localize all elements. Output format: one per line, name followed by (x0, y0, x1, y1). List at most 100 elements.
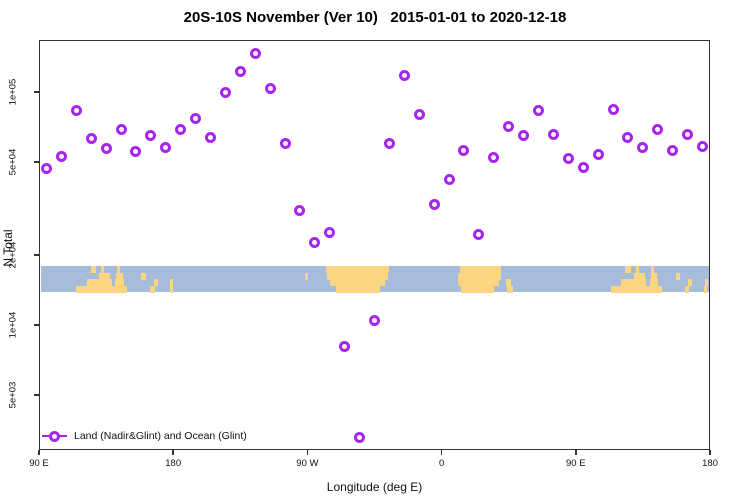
land-patch (649, 279, 659, 287)
data-point (354, 431, 366, 443)
data-point (55, 150, 67, 162)
x-axis-tick (575, 450, 577, 455)
plot-frame (39, 40, 710, 450)
data-point (264, 82, 276, 94)
land-patch (141, 272, 146, 280)
land-patch (650, 272, 658, 280)
data-point (562, 152, 574, 164)
chart-title: 20S-10S November (Ver 10) 2015-01-01 to … (183, 9, 567, 26)
legend-marker-icon (48, 430, 60, 442)
x-axis-tick (709, 450, 711, 455)
land-patch (305, 272, 309, 280)
data-point (383, 138, 395, 150)
data-point (324, 226, 336, 238)
data-point (458, 145, 470, 157)
land-patch (684, 285, 690, 293)
data-point (637, 142, 649, 154)
land-patch (169, 285, 173, 293)
land-patch (688, 279, 693, 287)
data-point (518, 130, 530, 142)
data-point (160, 141, 172, 153)
data-point (533, 105, 545, 117)
land-patch (90, 266, 97, 274)
y-axis-tick (33, 161, 39, 163)
land-patch (506, 285, 514, 293)
data-point (369, 314, 380, 326)
data-point (145, 130, 157, 142)
data-point (503, 121, 515, 133)
land-patch (460, 285, 494, 293)
land-patch (154, 279, 158, 287)
data-point (473, 228, 485, 240)
x-tick-label: 90 E (29, 458, 49, 469)
data-point (428, 198, 440, 210)
y-axis-tick (33, 254, 39, 256)
land-patch (610, 285, 662, 293)
data-point (607, 104, 619, 116)
data-point (85, 133, 97, 145)
x-tick-label: 90 E (566, 458, 586, 469)
data-point (443, 174, 455, 186)
y-tick-label: 1e+05 (7, 78, 18, 106)
data-point (115, 124, 127, 136)
data-point (652, 124, 664, 136)
x-axis-tick (440, 450, 443, 455)
land-patch (326, 272, 388, 280)
land-patch (99, 272, 111, 280)
land-patch (625, 266, 631, 274)
data-point (697, 140, 709, 152)
x-axis-label: Longitude (deg E) (326, 480, 423, 494)
land-patch (675, 272, 681, 280)
data-point (294, 205, 306, 216)
land-patch (329, 279, 385, 287)
x-tick-label: 180 (702, 458, 718, 469)
land-patch (458, 272, 501, 280)
data-point (175, 124, 187, 136)
land-patch (505, 279, 512, 287)
data-point (398, 69, 410, 81)
x-tick-label: 0 (438, 458, 445, 469)
land-patch (115, 279, 124, 287)
land-patch (150, 285, 155, 293)
latitude-map-band (40, 266, 709, 293)
land-patch (458, 279, 500, 287)
x-axis-tick (172, 450, 174, 455)
y-axis-tick (33, 324, 39, 326)
x-tick-label: 180 (165, 458, 182, 469)
x-axis-tick (306, 450, 309, 455)
legend-label: Land (Nadir&Glint) and Ocean (Glint) (74, 430, 247, 442)
land-patch (76, 285, 128, 293)
data-point (682, 128, 694, 140)
data-point (339, 340, 351, 352)
land-patch (170, 279, 174, 287)
land-patch (633, 272, 645, 280)
data-point (592, 148, 604, 160)
land-patch (620, 279, 647, 287)
x-axis-tick (38, 450, 40, 455)
y-tick-label: 2e+04 (7, 241, 18, 269)
data-point (219, 86, 231, 98)
y-tick-label: 1e+04 (7, 311, 18, 339)
data-point (234, 66, 246, 78)
data-point (279, 138, 291, 150)
y-tick-label: 5e+03 (7, 381, 18, 409)
land-patch (101, 266, 105, 274)
data-point (667, 145, 679, 157)
data-point (204, 131, 216, 143)
y-tick-label: 5e+04 (7, 148, 18, 176)
data-point (249, 48, 261, 60)
data-point (622, 132, 634, 144)
land-patch (325, 266, 390, 274)
data-point (309, 237, 321, 249)
data-point (70, 105, 82, 117)
land-patch (459, 266, 502, 274)
data-point (488, 151, 500, 163)
y-axis-tick (33, 394, 39, 396)
land-patch (651, 266, 655, 274)
data-point (100, 143, 112, 155)
data-point (547, 128, 559, 140)
data-point (130, 146, 142, 158)
land-patch (704, 285, 707, 293)
x-tick-label: 90 W (296, 458, 319, 469)
